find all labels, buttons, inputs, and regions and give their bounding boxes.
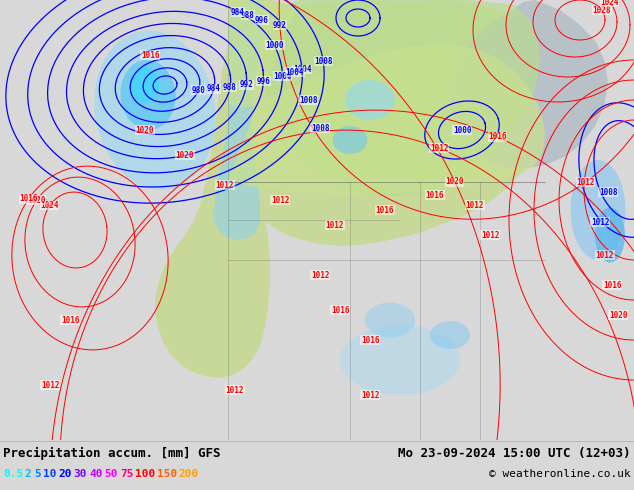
- Text: 1016: 1016: [488, 132, 507, 141]
- Text: 1016: 1016: [141, 50, 159, 59]
- Text: 1012: 1012: [271, 196, 289, 204]
- Text: 1008: 1008: [299, 96, 317, 104]
- Text: 980: 980: [191, 86, 205, 95]
- Text: 1012: 1012: [361, 391, 379, 399]
- Text: 1016: 1016: [61, 316, 79, 324]
- Text: 1020: 1020: [176, 150, 194, 160]
- Ellipse shape: [430, 321, 470, 349]
- Text: 996: 996: [255, 16, 269, 24]
- Text: 2: 2: [25, 469, 31, 479]
- Text: 1012: 1012: [326, 220, 344, 229]
- Text: 1012: 1012: [41, 381, 59, 390]
- Text: 10: 10: [43, 469, 56, 479]
- Text: 1020: 1020: [446, 177, 464, 186]
- Text: 30: 30: [74, 469, 87, 479]
- Ellipse shape: [131, 68, 159, 102]
- Text: 1016: 1016: [376, 205, 394, 215]
- Text: 1020: 1020: [609, 311, 627, 319]
- Ellipse shape: [345, 80, 395, 120]
- Text: 988: 988: [223, 83, 237, 92]
- Polygon shape: [228, 0, 562, 246]
- Text: 1000: 1000: [273, 72, 292, 80]
- Ellipse shape: [340, 325, 460, 395]
- Text: 0.5: 0.5: [3, 469, 23, 479]
- Ellipse shape: [94, 30, 216, 190]
- Text: 40: 40: [89, 469, 103, 479]
- Text: 1016: 1016: [331, 305, 349, 315]
- Text: Precipitation accum. [mm] GFS: Precipitation accum. [mm] GFS: [3, 446, 221, 460]
- Polygon shape: [155, 0, 270, 378]
- Text: 1020: 1020: [27, 196, 46, 205]
- Text: 1008: 1008: [311, 123, 329, 132]
- Text: 75: 75: [120, 469, 134, 479]
- Text: 1008: 1008: [314, 56, 332, 66]
- Text: 1012: 1012: [591, 218, 609, 226]
- Text: 150: 150: [157, 469, 178, 479]
- Text: © weatheronline.co.uk: © weatheronline.co.uk: [489, 469, 631, 479]
- Text: 1016: 1016: [603, 280, 621, 290]
- Text: 1028: 1028: [593, 6, 611, 15]
- Text: 984: 984: [231, 7, 245, 17]
- Text: 50: 50: [105, 469, 118, 479]
- Text: 1016: 1016: [426, 191, 444, 199]
- Text: 1012: 1012: [466, 200, 484, 210]
- Text: 1016: 1016: [361, 336, 379, 344]
- Text: 996: 996: [257, 76, 270, 86]
- Text: 1000: 1000: [266, 41, 284, 49]
- Text: Mo 23-09-2024 15:00 UTC (12+03): Mo 23-09-2024 15:00 UTC (12+03): [399, 446, 631, 460]
- Ellipse shape: [595, 207, 625, 263]
- Ellipse shape: [365, 302, 415, 338]
- Text: 1012: 1012: [596, 250, 614, 260]
- Polygon shape: [214, 0, 264, 240]
- Text: 984: 984: [207, 84, 221, 93]
- Ellipse shape: [120, 60, 176, 130]
- Text: 1012: 1012: [430, 144, 448, 153]
- Text: 1012: 1012: [481, 230, 499, 240]
- Text: 1020: 1020: [136, 125, 154, 135]
- Polygon shape: [265, 0, 540, 197]
- Text: 1004: 1004: [286, 68, 304, 76]
- Text: 20: 20: [58, 469, 72, 479]
- Text: 1012: 1012: [226, 386, 244, 394]
- Text: 988: 988: [241, 10, 255, 20]
- Text: 1000: 1000: [453, 125, 471, 135]
- Text: 1016: 1016: [20, 195, 38, 203]
- Text: 200: 200: [179, 469, 199, 479]
- Text: 1012: 1012: [576, 178, 595, 187]
- Polygon shape: [450, 0, 608, 168]
- Text: 1012: 1012: [216, 180, 234, 190]
- Polygon shape: [228, 0, 545, 194]
- Ellipse shape: [571, 160, 626, 260]
- Text: 1024: 1024: [600, 0, 619, 7]
- Text: 992: 992: [273, 21, 287, 29]
- Text: 992: 992: [240, 80, 253, 90]
- Text: 5: 5: [34, 469, 41, 479]
- Text: 1008: 1008: [598, 188, 618, 196]
- Ellipse shape: [332, 126, 368, 154]
- Text: 1004: 1004: [293, 65, 311, 74]
- Text: 1024: 1024: [41, 201, 59, 210]
- Text: 100: 100: [136, 469, 156, 479]
- Text: 1012: 1012: [311, 270, 329, 279]
